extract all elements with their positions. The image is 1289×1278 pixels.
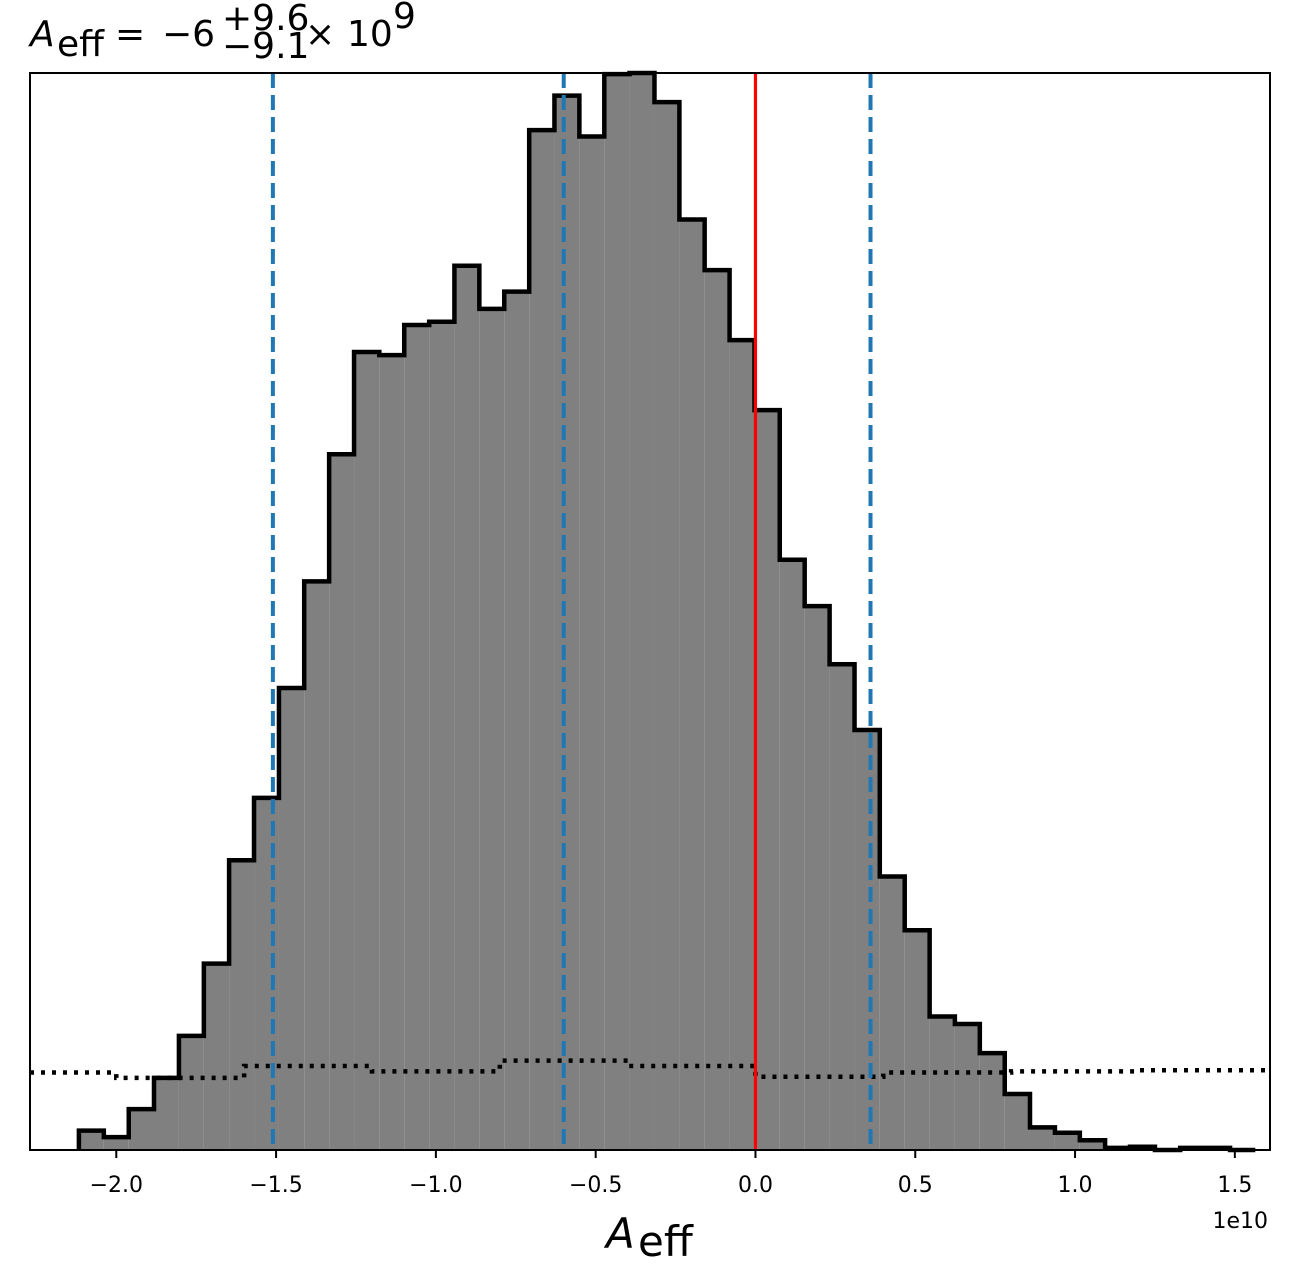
histogram-bar (729, 340, 755, 1150)
reference-lines (270, 73, 873, 1150)
title-symbol: A (28, 14, 55, 55)
histogram-bar (254, 797, 279, 1150)
histogram-bar (154, 1077, 179, 1150)
histogram-bar (654, 102, 680, 1151)
histogram-bar (479, 308, 505, 1150)
histogram-bar (78, 1130, 104, 1150)
histogram-bar (278, 687, 305, 1150)
x-tick-label: −1.5 (249, 1173, 302, 1198)
dotted-reference-histogram (30, 1058, 1270, 1081)
title-upper-error: +9.6 (222, 0, 309, 39)
title-lower-error: −9.1 (222, 26, 309, 67)
histogram-bar (379, 355, 405, 1150)
histogram-bar (804, 606, 830, 1150)
chart-title: A eff = −6 +9.6 −9.1 × 10 9 (28, 0, 416, 67)
histogram-bar (929, 1016, 955, 1150)
histogram-step-line (76, 70, 1256, 1153)
histogram-bar (329, 454, 355, 1150)
histogram-bar (854, 729, 880, 1150)
histogram-bar (304, 581, 330, 1150)
histogram-bar (1029, 1127, 1055, 1150)
histogram-bar (979, 1053, 1005, 1150)
histogram-bar (203, 963, 230, 1150)
histogram-bar (554, 95, 580, 1151)
title-equals: = (115, 14, 145, 55)
x-tick-label: 0.5 (898, 1173, 933, 1198)
histogram-bar (704, 270, 730, 1150)
histogram-bar (779, 559, 805, 1150)
histogram-bar (829, 664, 855, 1150)
histogram-bar (604, 74, 630, 1150)
histogram-bar (504, 291, 530, 1151)
histogram-bar (579, 136, 605, 1151)
title-times: × (305, 14, 335, 55)
x-axis-ticks: −2.0 −1.5 −1.0 −0.5 0.0 0.5 1.0 1.5 (90, 1150, 1252, 1198)
histogram-fill (78, 73, 1231, 1151)
histogram-bar (178, 1035, 204, 1150)
x-tick-label: −2.0 (90, 1173, 143, 1198)
histogram-bar (429, 321, 455, 1150)
xlabel-symbol: A (603, 1209, 635, 1258)
title-power-exponent: 9 (393, 0, 416, 37)
histogram-bar (103, 1137, 129, 1150)
histogram-bar (629, 73, 655, 1150)
x-axis-label: A eff (603, 1209, 694, 1266)
axes-frame (29, 72, 1271, 1151)
x-offset-label: 1e10 (1212, 1209, 1268, 1234)
histogram-bar (954, 1023, 980, 1150)
histogram-outline (76, 70, 1256, 1153)
histogram-bar (454, 265, 480, 1151)
x-tick-label: 1.5 (1217, 1173, 1252, 1198)
title-power-base: 10 (347, 14, 393, 55)
histogram-bar (1079, 1140, 1106, 1150)
histogram-bar (229, 860, 255, 1150)
x-tick-label: −0.5 (569, 1173, 622, 1198)
x-tick-label: −1.0 (409, 1173, 462, 1198)
histogram-bar (354, 351, 380, 1150)
histogram-bar (404, 325, 430, 1150)
histogram-bar (879, 876, 905, 1150)
histogram-bar (1004, 1093, 1030, 1150)
histogram-bar (904, 930, 930, 1150)
dotted-step-line (30, 1058, 1270, 1081)
title-subscript: eff (57, 24, 105, 65)
histogram-bar (754, 410, 780, 1150)
x-tick-label: 0.0 (738, 1173, 773, 1198)
xlabel-subscript: eff (638, 1217, 694, 1266)
title-median: −6 (162, 14, 215, 55)
histogram-bar (128, 1109, 154, 1150)
histogram-bar (529, 130, 555, 1150)
histogram-bar (1054, 1132, 1080, 1150)
histogram-bar (679, 219, 705, 1151)
x-tick-label: 1.0 (1058, 1173, 1093, 1198)
